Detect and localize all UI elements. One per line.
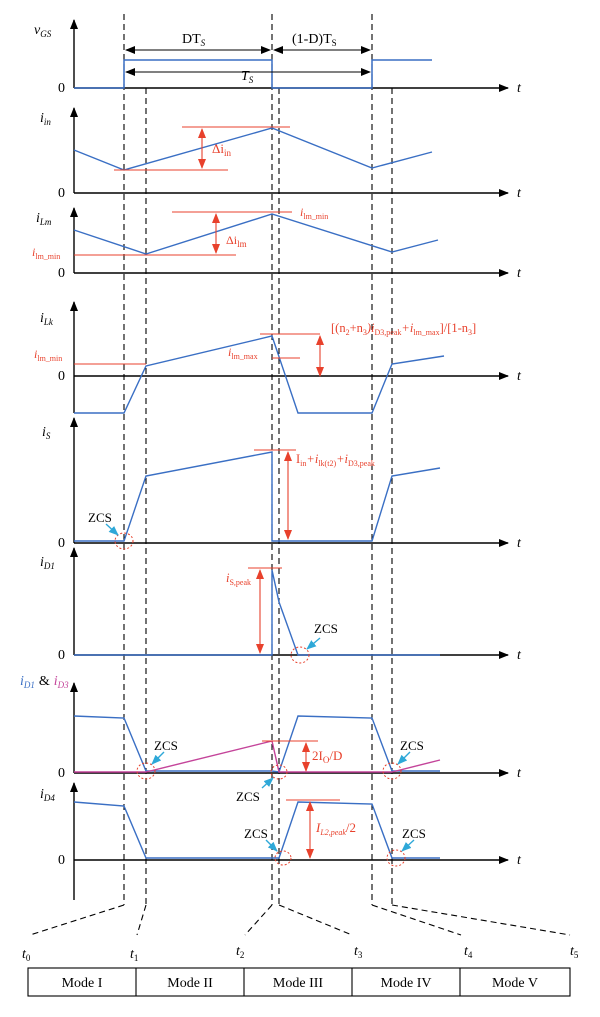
is-zero: 0 <box>58 536 65 551</box>
iin-annotations <box>114 126 290 171</box>
time-labels: t0 t1 t2 t3 t4 t5 <box>22 944 579 963</box>
delta-iin-label: Δiin <box>212 141 231 158</box>
iin-zero: 0 <box>58 186 65 201</box>
ilk-label: iLk <box>40 311 54 327</box>
mode-table: Mode I Mode II Mode III Mode IV Mode V <box>27 967 571 997</box>
is-peak-label: iS,peak <box>226 571 251 587</box>
svg-text:ZCS: ZCS <box>88 510 112 525</box>
zcs-marker-id4-b: ZCS <box>386 826 426 867</box>
fan-t4 <box>371 904 462 936</box>
fan-t5 <box>391 904 571 936</box>
svg-text:ZCS: ZCS <box>154 738 178 753</box>
fan-t3 <box>278 904 353 936</box>
zcs-marker-id4-a: ZCS <box>244 826 292 866</box>
id4-t: t <box>517 853 522 868</box>
fan-t1 <box>136 904 147 936</box>
id1d3-annotations <box>262 740 318 772</box>
ilk-labels: [(n2+n3)iD3,peak+ilm_max]/[1-n3] ilm_min… <box>34 321 476 363</box>
vgs-waveform <box>74 59 432 89</box>
ilm-min-top-label: ilm_min <box>300 205 328 221</box>
t4-label: t4 <box>464 944 473 960</box>
ilk-t: t <box>517 369 522 384</box>
mode-1-label: Mode I <box>62 976 103 991</box>
id4-annotations <box>286 799 340 859</box>
t0-label: t0 <box>22 947 31 963</box>
ilm-max-label: ilm_max <box>228 345 258 361</box>
is-annotations <box>254 449 296 540</box>
svg-text:ZCS: ZCS <box>402 826 426 841</box>
svg-text:ZCS: ZCS <box>244 826 268 841</box>
id1d3-zero: 0 <box>58 766 65 781</box>
ts-label: TS <box>241 69 254 85</box>
time-markers <box>29 14 571 936</box>
id1-label: iD1 <box>40 555 55 571</box>
id3-magenta-waveform <box>74 740 441 773</box>
ilm-labels: ilm_min Δilm ilm_min <box>32 205 328 261</box>
zcs-marker-id1: ZCS <box>290 621 338 664</box>
t5-label: t5 <box>570 944 579 960</box>
ilm-label: iLm <box>36 211 52 227</box>
vgs-zero: 0 <box>58 81 65 96</box>
iin-waveform <box>73 127 433 171</box>
mode-3-label: Mode III <box>273 976 323 991</box>
delta-ilm-label: Δilm <box>226 233 247 249</box>
zcs-marker-id1d3-b: ZCS <box>236 764 288 804</box>
id4-label: iD4 <box>40 787 55 803</box>
id1-zero: 0 <box>58 648 65 663</box>
svg-text:ZCS: ZCS <box>400 738 424 753</box>
two-io-d-label: 2IO/D <box>312 748 342 765</box>
is-t: t <box>517 536 522 551</box>
zcs-marker-id1d3-c: ZCS <box>382 738 424 780</box>
iin-t: t <box>517 186 522 201</box>
id1d3-label: iD1 & iD3 <box>20 674 69 690</box>
t1-label: t1 <box>130 947 138 963</box>
period-labels: DTS (1-D)TS TS <box>182 32 337 85</box>
ilm-min-left-label: ilm_min <box>32 245 60 261</box>
ilm-annotations <box>74 211 292 256</box>
horizontal-axes <box>74 84 509 864</box>
ilm-zero: 0 <box>58 266 65 281</box>
id1-waveform <box>74 569 440 656</box>
ilk-formula: [(n2+n3)iD3,peak+ilm_max]/[1-n3] <box>331 321 476 337</box>
is-label: iS <box>42 425 51 441</box>
ilm-waveform <box>73 213 439 255</box>
ilm-min-ilk-label: ilm_min <box>34 347 62 363</box>
id1d3-t: t <box>517 766 522 781</box>
one-minus-d-label: (1-D)TS <box>292 32 337 48</box>
id1-annotations <box>248 567 282 654</box>
t3-label: t3 <box>354 944 363 960</box>
mode-5-label: Mode V <box>492 976 538 991</box>
vgs-label: vGS <box>34 23 52 39</box>
zcs-marker-is: ZCS <box>88 510 134 550</box>
ilk-annotations <box>74 333 324 377</box>
svg-text:ZCS: ZCS <box>236 789 260 804</box>
mode-4-label: Mode IV <box>381 976 432 991</box>
zcs-marker-id1d3-a: ZCS <box>136 738 178 780</box>
is-formula: Iin+ilk(t2)+iD3,peak <box>296 452 375 468</box>
id4-zero: 0 <box>58 853 65 868</box>
ilk-waveform <box>74 335 445 414</box>
mode-2-label: Mode II <box>167 976 213 991</box>
t2-label: t2 <box>236 944 244 960</box>
ilk-zero: 0 <box>58 369 65 384</box>
il2-peak-label: IL2,peak/2 <box>315 820 356 837</box>
svg-text:ZCS: ZCS <box>314 621 338 636</box>
id4-waveform <box>73 801 440 859</box>
vgs-t: t <box>517 81 522 96</box>
is-waveform <box>74 451 441 542</box>
fan-t2 <box>244 904 273 936</box>
id1-t: t <box>517 648 522 663</box>
ilm-t: t <box>517 266 522 281</box>
axis-labels: vGS 0 t iin 0 t iLm 0 t iLk 0 t iS 0 t i… <box>20 23 522 868</box>
dts-label: DTS <box>182 32 206 48</box>
period-annotations <box>125 46 371 76</box>
iin-label: iin <box>40 111 51 127</box>
fan-t0 <box>29 904 125 936</box>
